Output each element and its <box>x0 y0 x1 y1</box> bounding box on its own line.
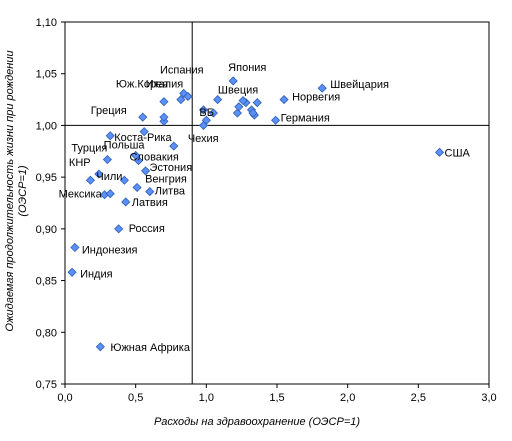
data-label: Швейцария <box>330 79 389 91</box>
data-point <box>252 98 262 108</box>
data-point <box>169 141 179 151</box>
y-tick-label: 1,05 <box>36 69 57 81</box>
data-point <box>228 76 238 86</box>
data-label: Норвегия <box>292 92 340 104</box>
x-axis-title: Расходы на здравоохранение (ОЭСР=1) <box>154 416 360 428</box>
y-tick-label: 0,95 <box>36 172 57 184</box>
data-point <box>105 131 115 141</box>
data-point <box>213 95 223 105</box>
data-label: Юж.Корея <box>116 79 168 91</box>
data-point <box>238 96 248 106</box>
data-point <box>105 189 115 199</box>
data-point <box>132 182 142 193</box>
y-axis-title: Ожидаемая продолжительность жизни при ро… <box>4 50 29 331</box>
data-point <box>114 224 124 234</box>
x-tick-label: 2,5 <box>411 392 426 404</box>
data-point <box>140 166 151 176</box>
data-label: Словакия <box>129 152 178 164</box>
data-point <box>183 91 193 102</box>
data-label: Коста-Рика <box>114 132 172 144</box>
data-point <box>198 105 209 115</box>
data-label: Польша <box>104 139 146 151</box>
data-label: США <box>445 147 471 159</box>
data-point <box>208 108 218 118</box>
y-tick-label: 0,90 <box>36 224 57 236</box>
data-label: Испания <box>160 64 204 76</box>
y-tick-label: 0,80 <box>36 327 57 339</box>
y-axis-title-line: Ожидаемая продолжительность жизни при ро… <box>4 50 16 331</box>
data-point <box>102 154 112 165</box>
data-point <box>176 95 186 105</box>
data-label: Чили <box>96 171 122 183</box>
data-point <box>271 115 281 125</box>
y-tick-label: 1,10 <box>36 17 57 29</box>
data-point <box>121 197 131 207</box>
data-label: Южная Африка <box>110 342 191 354</box>
y-tick-label: 0,75 <box>36 379 57 391</box>
data-label: Индия <box>80 268 113 280</box>
data-label: Греция <box>91 105 127 117</box>
data-point <box>159 112 169 122</box>
y-tick-label: 0,85 <box>36 276 57 288</box>
y-tick-label: 1,00 <box>36 120 57 132</box>
data-label: Индонезия <box>82 244 138 256</box>
x-tick-label: 3,0 <box>481 392 496 404</box>
data-point <box>133 156 144 166</box>
data-label: Япония <box>228 62 266 74</box>
data-label: ВБ <box>199 107 214 119</box>
data-label: Турция <box>71 143 107 155</box>
data-point <box>138 112 148 122</box>
data-point <box>145 187 155 197</box>
data-point <box>94 169 104 179</box>
data-label: КНР <box>69 157 91 169</box>
x-tick-label: 0,0 <box>57 392 72 404</box>
data-label: Латвия <box>132 197 168 209</box>
data-label: Мексика <box>59 189 103 201</box>
y-axis-title-line: (ОЭСР=1) <box>17 165 29 217</box>
data-label: Эстония <box>150 162 193 174</box>
data-label: Германия <box>281 112 330 124</box>
data-point <box>67 267 77 277</box>
x-axis-ticks: 0,0 0,5 1,0 1,5 2,0 2,5 3,0 <box>57 384 497 404</box>
x-tick-label: 2,0 <box>340 392 355 404</box>
x-tick-label: 0,5 <box>128 392 143 404</box>
data-markers <box>67 76 445 352</box>
y-axis-ticks: 0,75 0,80 0,85 0,90 0,95 1,00 1,05 1,10 <box>36 17 65 391</box>
data-point <box>159 97 169 107</box>
data-point <box>234 102 244 112</box>
data-point <box>139 127 149 137</box>
data-point <box>201 115 211 125</box>
data-label: Литва <box>155 186 186 198</box>
x-tick-label: 1,0 <box>199 392 214 404</box>
data-point <box>119 175 129 185</box>
data-label: Швеция <box>218 85 258 97</box>
data-point <box>85 175 96 185</box>
data-label: Венгрия <box>145 173 187 185</box>
data-label: Россия <box>129 223 165 235</box>
data-label: Чехия <box>188 133 219 145</box>
data-label: Италия <box>146 78 184 90</box>
data-point <box>434 147 445 157</box>
data-point <box>70 242 80 253</box>
data-point <box>317 83 327 93</box>
data-point <box>95 342 105 352</box>
data-point <box>232 108 242 118</box>
data-point <box>248 108 258 118</box>
data-point <box>279 95 289 105</box>
x-tick-label: 1,5 <box>269 392 284 404</box>
